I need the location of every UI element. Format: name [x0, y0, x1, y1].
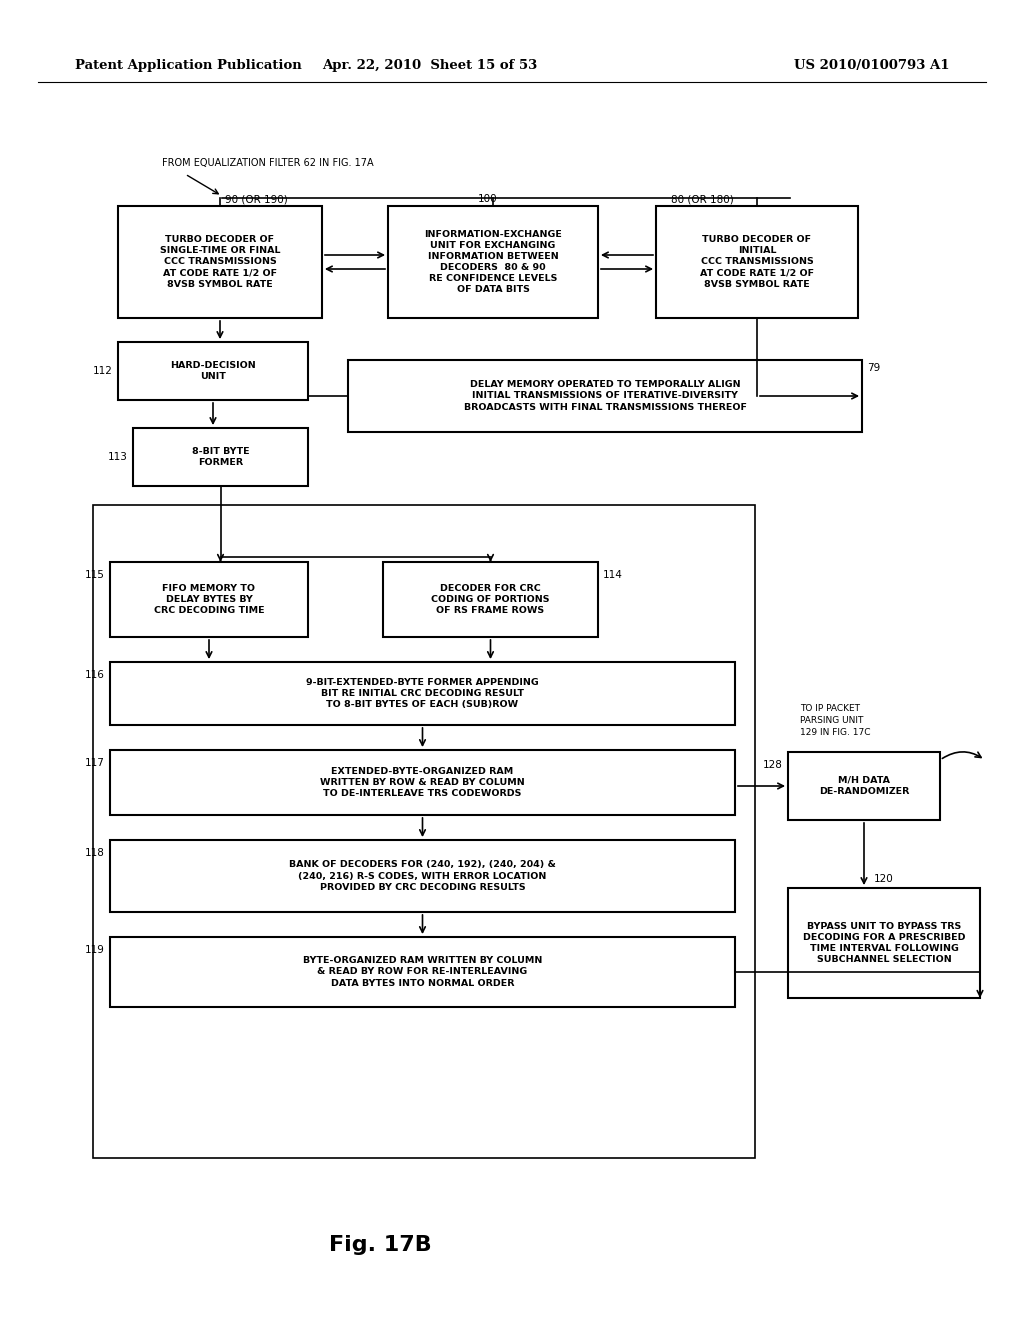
Bar: [118, 342, 308, 400]
Text: 113: 113: [109, 451, 128, 462]
Text: 112: 112: [93, 366, 113, 376]
Text: PARSING UNIT: PARSING UNIT: [800, 715, 863, 725]
Text: 114: 114: [603, 570, 623, 579]
Text: US 2010/0100793 A1: US 2010/0100793 A1: [795, 58, 950, 71]
Text: 129 IN FIG. 17C: 129 IN FIG. 17C: [800, 729, 870, 737]
Text: TURBO DECODER OF
INITIAL
CCC TRANSMISSIONS
AT CODE RATE 1/2 OF
8VSB SYMBOL RATE: TURBO DECODER OF INITIAL CCC TRANSMISSIO…: [700, 235, 814, 289]
Text: BANK OF DECODERS FOR (240, 192), (240, 204) &
(240, 216) R-S CODES, WITH ERROR L: BANK OF DECODERS FOR (240, 192), (240, 2…: [289, 861, 556, 891]
Bar: [118, 206, 322, 318]
Text: DECODER FOR CRC
CODING OF PORTIONS
OF RS FRAME ROWS: DECODER FOR CRC CODING OF PORTIONS OF RS…: [431, 583, 550, 615]
Text: BYTE-ORGANIZED RAM WRITTEN BY COLUMN
& READ BY ROW FOR RE-INTERLEAVING
DATA BYTE: BYTE-ORGANIZED RAM WRITTEN BY COLUMN & R…: [303, 957, 542, 987]
Bar: [110, 750, 735, 814]
Bar: [110, 937, 735, 1007]
Text: 117: 117: [85, 758, 105, 768]
Text: Patent Application Publication: Patent Application Publication: [75, 58, 302, 71]
Text: FIFO MEMORY TO
DELAY BYTES BY
CRC DECODING TIME: FIFO MEMORY TO DELAY BYTES BY CRC DECODI…: [154, 583, 264, 615]
Text: INFORMATION-EXCHANGE
UNIT FOR EXCHANGING
INFORMATION BETWEEN
DECODERS  80 & 90
R: INFORMATION-EXCHANGE UNIT FOR EXCHANGING…: [424, 230, 562, 294]
Bar: [348, 360, 862, 432]
Text: TO IP PACKET: TO IP PACKET: [800, 704, 860, 713]
Text: M/H DATA
DE-RANDOMIZER: M/H DATA DE-RANDOMIZER: [819, 776, 909, 796]
Text: HARD-DECISION
UNIT: HARD-DECISION UNIT: [170, 360, 256, 381]
Bar: [93, 506, 755, 1158]
Bar: [110, 562, 308, 638]
Text: 90 (OR 190): 90 (OR 190): [225, 194, 288, 205]
Text: Fig. 17B: Fig. 17B: [329, 1236, 431, 1255]
Bar: [383, 562, 598, 638]
Bar: [110, 663, 735, 725]
Text: 9-BIT-EXTENDED-BYTE FORMER APPENDING
BIT RE INITIAL CRC DECODING RESULT
TO 8-BIT: 9-BIT-EXTENDED-BYTE FORMER APPENDING BIT…: [306, 678, 539, 709]
Text: 115: 115: [85, 570, 105, 579]
Text: 128: 128: [763, 760, 783, 770]
Text: 8-BIT BYTE
FORMER: 8-BIT BYTE FORMER: [191, 447, 249, 467]
Text: 79: 79: [867, 363, 881, 374]
Bar: [133, 428, 308, 486]
Text: DELAY MEMORY OPERATED TO TEMPORALLY ALIGN
INITIAL TRANSMISSIONS OF ITERATIVE-DIV: DELAY MEMORY OPERATED TO TEMPORALLY ALIG…: [464, 380, 746, 412]
Text: Apr. 22, 2010  Sheet 15 of 53: Apr. 22, 2010 Sheet 15 of 53: [323, 58, 538, 71]
Text: 80 (OR 180): 80 (OR 180): [671, 194, 734, 205]
Bar: [110, 840, 735, 912]
Text: 120: 120: [874, 874, 894, 884]
Text: EXTENDED-BYTE-ORGANIZED RAM
WRITTEN BY ROW & READ BY COLUMN
TO DE-INTERLEAVE TRS: EXTENDED-BYTE-ORGANIZED RAM WRITTEN BY R…: [321, 767, 525, 799]
Bar: [788, 888, 980, 998]
Text: FROM EQUALIZATION FILTER 62 IN FIG. 17A: FROM EQUALIZATION FILTER 62 IN FIG. 17A: [162, 158, 374, 168]
Text: 119: 119: [85, 945, 105, 954]
Text: 118: 118: [85, 847, 105, 858]
Bar: [788, 752, 940, 820]
Bar: [388, 206, 598, 318]
Bar: [656, 206, 858, 318]
Text: TURBO DECODER OF
SINGLE-TIME OR FINAL
CCC TRANSMISSIONS
AT CODE RATE 1/2 OF
8VSB: TURBO DECODER OF SINGLE-TIME OR FINAL CC…: [160, 235, 281, 289]
Text: 100: 100: [478, 194, 498, 205]
Text: BYPASS UNIT TO BYPASS TRS
DECODING FOR A PRESCRIBED
TIME INTERVAL FOLLOWING
SUBC: BYPASS UNIT TO BYPASS TRS DECODING FOR A…: [803, 921, 966, 964]
Text: 116: 116: [85, 671, 105, 680]
